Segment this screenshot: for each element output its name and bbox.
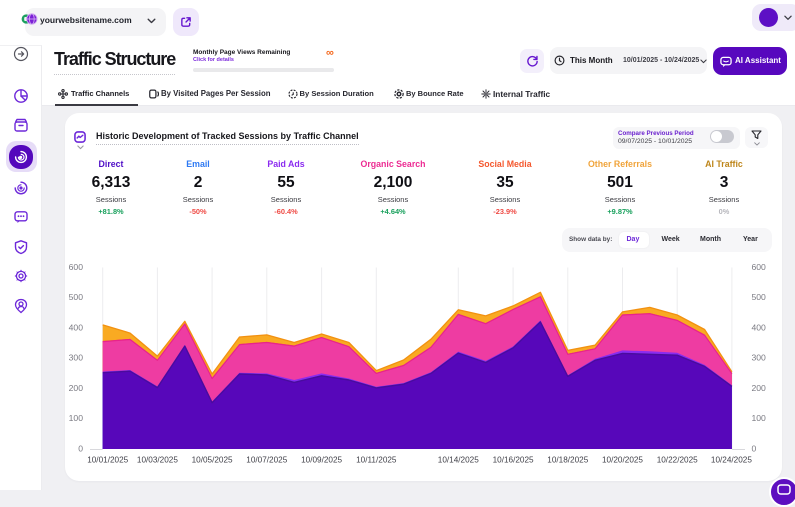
svg-text:100: 100 xyxy=(69,413,84,423)
svg-text:300: 300 xyxy=(752,353,767,363)
svg-text:10/11/2025: 10/11/2025 xyxy=(356,456,397,465)
svg-text:10/14/2025: 10/14/2025 xyxy=(438,456,479,465)
svg-text:10/05/2025: 10/05/2025 xyxy=(192,456,233,465)
svg-text:0: 0 xyxy=(78,444,83,454)
svg-text:10/24/2025: 10/24/2025 xyxy=(711,456,752,465)
svg-text:10/16/2025: 10/16/2025 xyxy=(493,456,534,465)
svg-text:400: 400 xyxy=(752,323,767,333)
svg-text:10/22/2025: 10/22/2025 xyxy=(657,456,698,465)
svg-text:10/01/2025: 10/01/2025 xyxy=(87,456,128,465)
svg-text:10/03/2025: 10/03/2025 xyxy=(137,456,178,465)
svg-text:100: 100 xyxy=(752,413,767,423)
svg-text:500: 500 xyxy=(69,292,84,302)
svg-text:600: 600 xyxy=(69,262,84,272)
svg-text:10/20/2025: 10/20/2025 xyxy=(602,456,643,465)
svg-text:200: 200 xyxy=(69,383,84,393)
svg-text:0: 0 xyxy=(752,444,757,454)
svg-text:10/18/2025: 10/18/2025 xyxy=(547,456,588,465)
svg-text:400: 400 xyxy=(69,323,84,333)
svg-text:10/07/2025: 10/07/2025 xyxy=(246,456,287,465)
svg-text:500: 500 xyxy=(752,292,767,302)
svg-text:200: 200 xyxy=(752,383,767,393)
svg-text:300: 300 xyxy=(69,353,84,363)
svg-text:10/09/2025: 10/09/2025 xyxy=(301,456,342,465)
svg-text:600: 600 xyxy=(752,262,767,272)
